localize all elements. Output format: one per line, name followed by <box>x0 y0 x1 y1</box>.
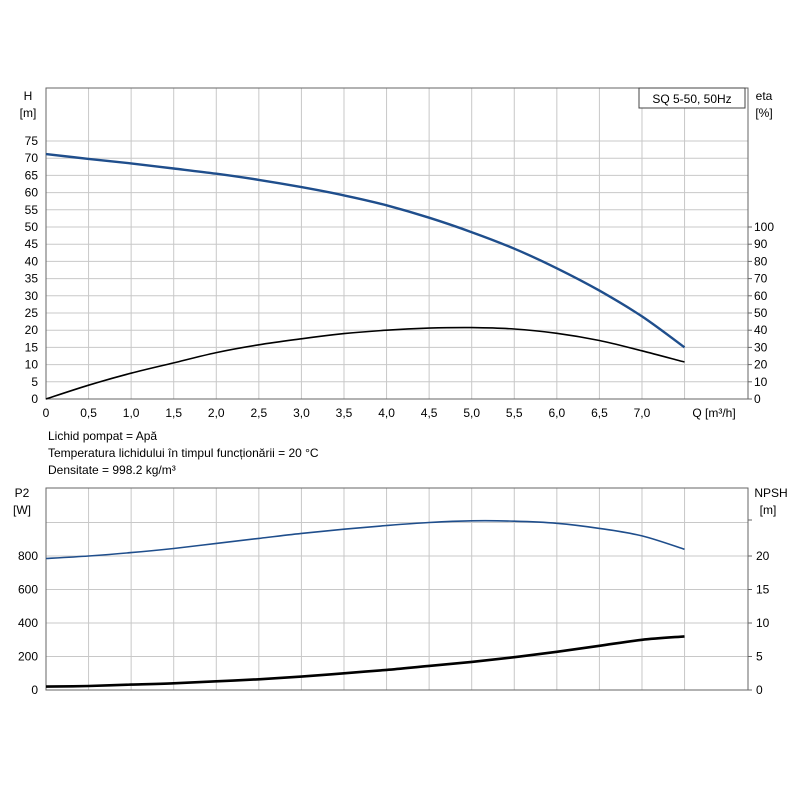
x-tick-label: 5,5 <box>506 406 523 420</box>
x-tick-label: 0,5 <box>80 406 97 420</box>
top-left-tick-label: 35 <box>25 272 39 286</box>
top-right-tick-label: 100 <box>754 220 774 234</box>
top-series-group <box>45 152 686 400</box>
top-right-tick-label: 30 <box>754 340 768 354</box>
note-temperature: Temperatura lichidului în timpul funcțio… <box>48 446 319 460</box>
x-tick-label: 2,5 <box>251 406 268 420</box>
top-right-ticks: 0 10 20 30 40 50 60 70 80 90 100 <box>748 220 774 406</box>
bottom-right-tick-label: 15 <box>756 583 770 597</box>
top-left-tick-label: 10 <box>25 358 39 372</box>
note-fluid: Lichid pompat = Apă <box>48 429 157 443</box>
top-left-tick-label: 50 <box>25 220 39 234</box>
x-tick-label: 6,0 <box>548 406 565 420</box>
top-right-axis-label: eta <box>756 89 773 103</box>
top-left-tick-label: 15 <box>25 340 39 354</box>
head-curve <box>45 152 686 349</box>
x-tick-label: 2,0 <box>208 406 225 420</box>
bottom-right-tick-label: 10 <box>756 616 770 630</box>
bottom-right-tick-label: 20 <box>756 549 770 563</box>
top-right-tick-label: 90 <box>754 237 768 251</box>
bottom-left-axis-unit: [W] <box>13 503 31 517</box>
top-right-tick-label: 70 <box>754 272 768 286</box>
x-tick-label: 1,5 <box>165 406 182 420</box>
bottom-left-tick-label: 800 <box>18 549 38 563</box>
top-left-tick-label: 55 <box>25 203 39 217</box>
top-grid <box>45 88 748 400</box>
bottom-left-axis-label: P2 <box>15 486 30 500</box>
top-left-axis-label: H <box>24 89 33 103</box>
top-left-tick-label: 5 <box>31 375 38 389</box>
bottom-right-tick-label: 5 <box>756 650 763 664</box>
top-right-tick-label: 10 <box>754 375 768 389</box>
bottom-right-ticks: 0 5 10 15 20 <box>748 519 770 697</box>
top-right-tick-label: 40 <box>754 323 768 337</box>
top-right-tick-label: 0 <box>754 392 761 406</box>
note-density: Densitate = 998.2 kg/m³ <box>48 463 176 477</box>
top-left-tick-label: 25 <box>25 306 39 320</box>
x-axis-label: Q [m³/h] <box>692 406 735 420</box>
npsh-curve <box>45 635 685 688</box>
bottom-right-axis-unit: [m] <box>760 503 777 517</box>
bottom-right-axis-label: NPSH <box>754 486 787 500</box>
top-left-tick-label: 20 <box>25 323 39 337</box>
x-tick-label: 4,0 <box>378 406 395 420</box>
x-tick-label: 4,5 <box>421 406 438 420</box>
top-left-tick-label: 0 <box>31 392 38 406</box>
top-left-tick-label: 75 <box>25 134 39 148</box>
top-right-tick-label: 50 <box>754 306 768 320</box>
bottom-series-group <box>45 519 685 688</box>
top-right-tick-label: 60 <box>754 289 768 303</box>
bottom-left-tick-label: 0 <box>31 683 38 697</box>
top-left-tick-label: 40 <box>25 254 39 268</box>
top-right-tick-label: 20 <box>754 358 768 372</box>
x-tick-label: 0 <box>43 406 50 420</box>
top-plot-frame <box>45 87 749 400</box>
bottom-right-tick-label: 0 <box>756 683 763 697</box>
x-tick-label: 6,5 <box>591 406 608 420</box>
bottom-left-ticks: 0 200 400 600 800 <box>18 549 38 697</box>
top-left-tick-label: 30 <box>25 289 39 303</box>
top-right-axis-unit: [%] <box>755 106 772 120</box>
power-curve <box>45 519 685 560</box>
top-x-ticks: 0 0,5 1,0 1,5 2,0 2,5 3,0 3,5 4,0 4,5 5,0 5,5 6,0 6,5… <box>43 406 651 420</box>
x-tick-label: 1,0 <box>123 406 140 420</box>
top-left-tick-label: 45 <box>25 237 39 251</box>
model-label: SQ 5-50, 50Hz <box>652 92 731 106</box>
top-right-tick-label: 80 <box>754 254 768 268</box>
bottom-left-tick-label: 400 <box>18 616 38 630</box>
bottom-grid <box>45 488 748 691</box>
top-left-axis-unit: [m] <box>20 106 37 120</box>
bottom-left-tick-label: 600 <box>18 583 38 597</box>
top-left-tick-label: 70 <box>25 151 39 165</box>
bottom-left-tick-label: 200 <box>18 650 38 664</box>
x-tick-label: 7,0 <box>634 406 651 420</box>
top-left-tick-label: 60 <box>25 186 39 200</box>
efficiency-curve <box>45 326 685 400</box>
x-tick-label: 3,0 <box>293 406 310 420</box>
top-left-ticks: 0 5 10 15 20 25 30 35 40 45 50 55 60 65 70 75 <box>25 134 39 406</box>
x-tick-label: 3,5 <box>336 406 353 420</box>
top-left-tick-label: 65 <box>25 168 39 182</box>
model-label-box <box>638 87 746 109</box>
x-tick-label: 5,0 <box>463 406 480 420</box>
